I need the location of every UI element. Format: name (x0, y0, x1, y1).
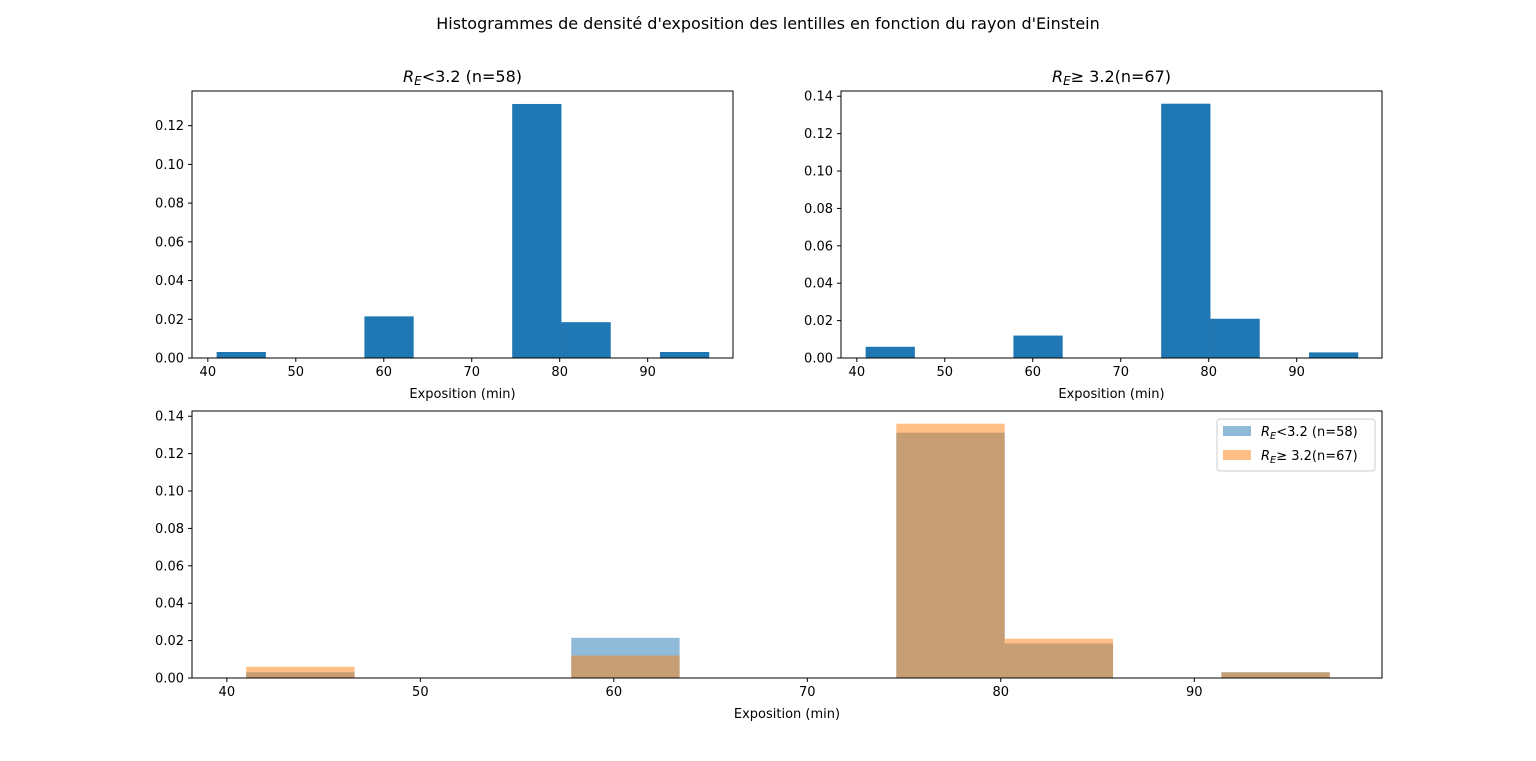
axes-frame (840, 90, 1383, 359)
x-tick-label: 90 (1186, 685, 1203, 700)
histogram-bar-s2-bin1 (246, 666, 355, 678)
histogram-panel-3: 40 50 60 70 80 90 0.00 0.02 0.04 0.06 0.08 0.10 0.12… (155, 410, 1383, 722)
legend-swatch-1 (1223, 426, 1251, 436)
y-tick-label: 0.08 (155, 197, 184, 212)
x-tick-label: 90 (1288, 365, 1305, 380)
y-tick-label: 0.06 (155, 559, 184, 574)
panel-title: RE<3.2 (n=58) (403, 67, 522, 88)
histogram-bar-s1-bin8 (561, 322, 611, 358)
panel-title-text: ≥ 3.2(n=67) (1071, 67, 1171, 86)
histogram-panel-1: 40 50 60 70 80 90 0.00 0.02 0.04 0.06 0.08 0.10 0.12… (155, 67, 734, 402)
legend-label-1-subscript: E (1270, 431, 1277, 442)
x-tick-label: 90 (639, 365, 656, 380)
y-tick-label: 0.08 (155, 522, 184, 537)
x-tick-label: 70 (463, 365, 480, 380)
y-tick-label: 0.02 (155, 634, 184, 649)
x-tick-label: 70 (1112, 365, 1129, 380)
histogram-bar-s1-bin10 (1308, 352, 1359, 358)
y-tick-label: 0.12 (804, 127, 833, 142)
x-tick-label: 40 (849, 365, 866, 380)
x-tick-label: 60 (1024, 365, 1041, 380)
x-tick-label: 80 (1200, 365, 1217, 380)
x-tick-label: 80 (551, 365, 568, 380)
x-tick-label: 60 (375, 365, 392, 380)
histogram-bar-s1-bin1 (216, 352, 266, 358)
y-tick-label: 0.14 (155, 410, 184, 425)
y-tick-label: 0.10 (155, 485, 184, 500)
figure-suptitle: Histogrammes de densité d'exposition des… (436, 14, 1100, 33)
legend-label-2: RE≥ 3.2(n=67) (1261, 449, 1358, 466)
panel-title-symbol: R (403, 67, 414, 86)
axes-frame (191, 410, 1383, 679)
histogram-bar-s1-bin8 (1210, 318, 1260, 358)
histogram-bar-s2-bin8 (1004, 638, 1114, 678)
x-axis-label: Exposition (min) (409, 387, 515, 402)
y-tick-label: 0.10 (804, 165, 833, 180)
y-tick-label: 0.06 (155, 235, 184, 250)
y-tick-label: 0.10 (155, 158, 184, 173)
legend-label-1: RE<3.2 (n=58) (1261, 425, 1358, 442)
x-tick-label: 60 (606, 685, 623, 700)
legend-label-2-subscript: E (1270, 455, 1277, 466)
legend-label-1-text: <3.2 (n=58) (1276, 425, 1358, 440)
legend-box (1216, 418, 1376, 472)
y-tick-label: 0.14 (804, 90, 833, 105)
y-tick-label: 0.12 (155, 119, 184, 134)
histogram-panel-2: 40 50 60 70 80 90 0.00 0.02 0.04 0.06 0.08 0.10 0.12… (804, 67, 1383, 402)
x-tick-label: 50 (288, 365, 305, 380)
panel-title-symbol: R (1052, 67, 1063, 86)
x-tick-label: 70 (799, 685, 816, 700)
legend-swatch-2 (1223, 450, 1251, 460)
x-tick-label: 40 (200, 365, 217, 380)
panel-title: RE≥ 3.2(n=67) (1052, 67, 1171, 88)
legend-label-2-symbol: R (1261, 449, 1270, 464)
y-tick-label: 0.06 (804, 239, 833, 254)
y-tick-label: 0.00 (804, 352, 833, 367)
legend: RE<3.2 (n=58)RE≥ 3.2(n=67) (1216, 418, 1376, 472)
x-tick-label: 50 (412, 685, 429, 700)
legend-label-2-text: ≥ 3.2(n=67) (1276, 449, 1358, 464)
histogram-bar-s2-bin10 (1221, 672, 1330, 678)
panel-title-subscript: E (1063, 74, 1071, 88)
histogram-bar-s1-bin7 (1161, 103, 1211, 359)
histogram-bar-s1-bin4 (1013, 335, 1063, 358)
y-tick-label: 0.02 (155, 313, 184, 328)
y-tick-label: 0.04 (155, 274, 184, 289)
panel-title-subscript: E (414, 74, 422, 88)
y-tick-label: 0.12 (155, 447, 184, 462)
y-tick-label: 0.04 (804, 277, 833, 292)
x-tick-label: 40 (219, 685, 236, 700)
legend-label-1-symbol: R (1261, 425, 1270, 440)
x-tick-label: 80 (993, 685, 1010, 700)
y-tick-label: 0.00 (155, 352, 184, 367)
y-tick-label: 0.04 (155, 597, 184, 612)
histogram-bar-s1-bin4 (364, 316, 414, 358)
histogram-bar-s1-bin10 (659, 352, 710, 358)
x-axis-label: Exposition (min) (1058, 387, 1164, 402)
histogram-bar-s1-bin7 (512, 103, 562, 358)
x-axis-label: Exposition (min) (734, 707, 840, 722)
histogram-bar-s2-bin4 (571, 655, 680, 678)
axes-frame (191, 90, 734, 359)
y-tick-label: 0.00 (155, 672, 184, 687)
histogram-bar-s2-bin7 (896, 423, 1005, 678)
y-tick-label: 0.08 (804, 202, 833, 217)
panel-title-text: <3.2 (n=58) (422, 67, 522, 86)
y-tick-label: 0.02 (804, 314, 833, 329)
x-tick-label: 50 (937, 365, 954, 380)
histogram-bar-s1-bin1 (865, 346, 915, 358)
